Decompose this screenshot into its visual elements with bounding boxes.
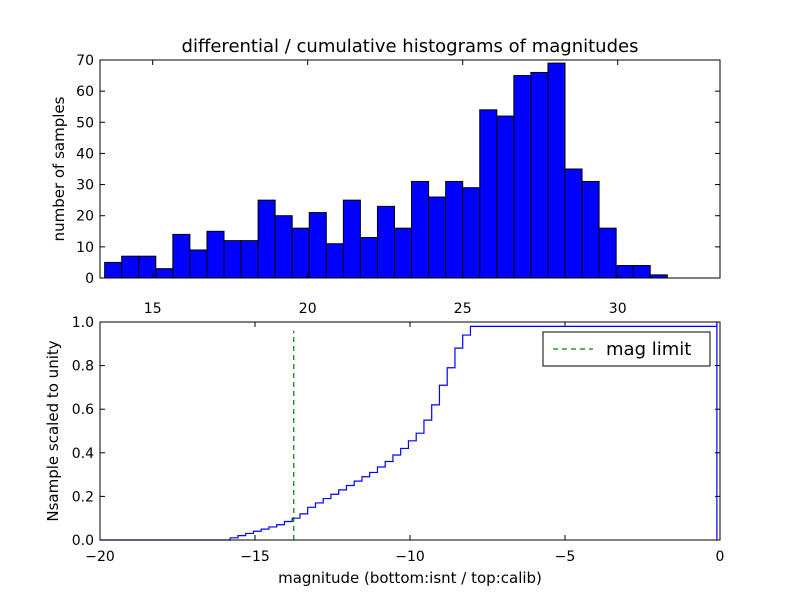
histogram-bar (530, 71, 549, 279)
histogram-ytick-label: 70 (76, 53, 94, 69)
cumulative-panel: −20 −15 −10 −5 0 0.0 0.2 0.4 0.6 0.8 1.0 magnitude… (44, 315, 724, 587)
histogram-bar (428, 196, 447, 279)
histogram-bar (462, 187, 481, 279)
cumulative-xtick-label: −20 (85, 549, 115, 565)
histogram-bar (342, 199, 361, 279)
histogram-bar (411, 180, 430, 279)
histogram-bar (581, 180, 600, 279)
histogram-xtick-label: 30 (609, 301, 627, 317)
cumulative-ticks: −20 −15 −10 −5 0 0.0 0.2 0.4 0.6 0.8 1.0 (72, 315, 725, 565)
histogram-bar (513, 75, 532, 279)
histogram-bar (223, 240, 242, 279)
cumulative-xtick-label: −10 (395, 549, 425, 565)
histogram-bar (547, 62, 566, 279)
histogram-ytick-label: 50 (76, 115, 94, 131)
histogram-bar (257, 199, 276, 279)
histogram-xtick-label: 15 (144, 301, 162, 317)
histogram-bar (138, 255, 157, 279)
histogram-bar (394, 227, 413, 279)
histogram-ytick-label: 10 (76, 240, 94, 256)
histogram-bar (189, 249, 208, 279)
histogram-bar (104, 261, 123, 279)
histogram-bar (240, 240, 259, 279)
cumulative-ytick-label: 0.4 (72, 446, 94, 462)
cumulative-ytick-label: 0.8 (72, 359, 94, 375)
cumulative-ytick-label: 1.0 (72, 315, 94, 331)
histogram-bar (445, 180, 464, 279)
histogram-bar (359, 237, 378, 279)
histogram-bar (615, 265, 634, 279)
histogram-ytick-label: 60 (76, 84, 94, 100)
histogram-bar (155, 268, 174, 279)
legend: mag limit (542, 331, 711, 367)
histogram-axes-frame (99, 59, 721, 279)
histogram-bars (104, 62, 668, 279)
histogram-bar (496, 115, 515, 279)
histogram-bar (325, 243, 344, 279)
histogram-bar (206, 230, 225, 279)
cumulative-lines (100, 322, 718, 541)
histogram-bar (308, 212, 327, 279)
cumulative-ylabel: Nsample scaled to unity (44, 340, 62, 521)
histogram-ytick-label: 0 (85, 271, 94, 287)
histogram-bar (598, 227, 617, 279)
cumulative-ytick-label: 0.0 (72, 533, 94, 549)
histogram-ytick-label: 20 (76, 209, 94, 225)
histogram-bar (291, 227, 310, 279)
legend-mag-limit-label: mag limit (606, 339, 691, 360)
histogram-xtick-label: 20 (299, 301, 317, 317)
histogram-bar (274, 215, 293, 279)
cumulative-ytick-label: 0.6 (72, 402, 94, 418)
series-cumulative-line (100, 322, 718, 541)
histogram-bar (376, 205, 396, 279)
histogram-ylabel: number of samples (50, 96, 68, 241)
legend-box (542, 331, 711, 367)
cumulative-xtick-label: −5 (555, 549, 576, 565)
histogram-ticks: 15 20 25 30 0 10 20 30 40 50 60 70 (76, 53, 720, 317)
histogram-bar (632, 265, 651, 279)
chart-title: differential / cumulative histograms of … (182, 36, 639, 57)
cumulative-ytick-label: 0.2 (72, 489, 94, 505)
histogram-bar (564, 168, 583, 279)
histogram-bar (479, 109, 498, 279)
histogram-panel: differential / cumulative histograms of … (50, 36, 721, 317)
histogram-ytick-label: 40 (76, 146, 94, 162)
histogram-bar (121, 255, 140, 279)
histogram-ytick-label: 30 (76, 178, 94, 194)
cumulative-xlabel: magnitude (bottom:isnt / top:calib) (278, 569, 542, 587)
cumulative-xtick-label: 0 (716, 549, 725, 565)
cumulative-xtick-label: −15 (240, 549, 270, 565)
histogram-xtick-label: 25 (454, 301, 472, 317)
histogram-bar (172, 233, 191, 279)
